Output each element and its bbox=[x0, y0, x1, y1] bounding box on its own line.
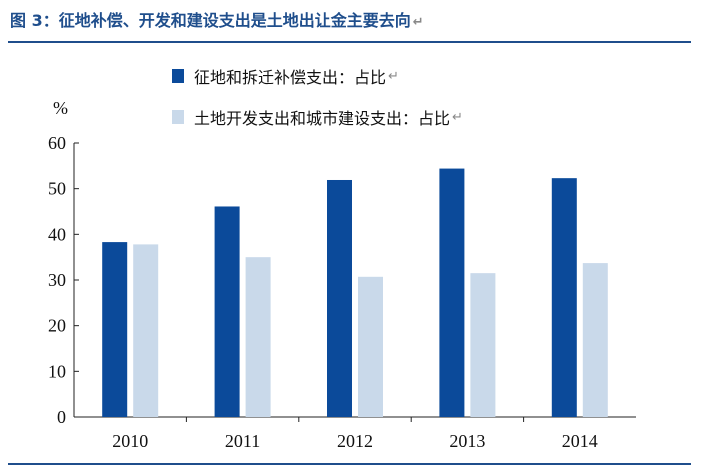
x-tick-label: 2011 bbox=[225, 431, 260, 451]
legend-swatch-series-2 bbox=[172, 110, 184, 124]
x-tick-label: 2010 bbox=[112, 431, 148, 451]
legend-label-series-2: 土地开发支出和城市建设支出：占比 bbox=[194, 109, 451, 128]
title-rule bbox=[8, 41, 691, 43]
y-axis-unit-label: % bbox=[53, 98, 68, 118]
x-tick-label: 2014 bbox=[562, 431, 598, 451]
bar-series-2 bbox=[582, 263, 608, 417]
bars bbox=[102, 168, 608, 417]
bar-series-2 bbox=[358, 276, 383, 417]
legend-item-series-2: 土地开发支出和城市建设支出：占比 ↵ bbox=[172, 105, 463, 129]
y-tick-label: 50 bbox=[48, 179, 66, 199]
bottom-rule bbox=[8, 463, 691, 465]
bar-series-2 bbox=[245, 257, 271, 417]
x-tick-label: 2013 bbox=[449, 431, 485, 451]
bar-series-1 bbox=[551, 178, 577, 417]
axes bbox=[73, 142, 636, 422]
bar-series-1 bbox=[327, 179, 352, 417]
legend-item-series-1: 征地和拆迁补偿支出：占比 ↵ bbox=[172, 64, 399, 88]
bar-series-2 bbox=[133, 244, 159, 417]
legend-swatch-series-1 bbox=[172, 69, 184, 83]
bar-series-1 bbox=[102, 242, 128, 417]
chart-title-text: 图 3：征地补偿、开发和建设支出是土地出让金主要去向 bbox=[10, 11, 411, 30]
x-tick-label: 2012 bbox=[337, 431, 373, 451]
bar-series-1 bbox=[214, 206, 240, 417]
y-tick-label: 40 bbox=[48, 224, 66, 244]
bar-series-1 bbox=[439, 168, 465, 417]
y-tick-label: 30 bbox=[48, 270, 66, 290]
y-tick-label: 0 bbox=[57, 407, 66, 427]
return-mark-icon: ↵ bbox=[412, 15, 424, 30]
y-tick-label: 60 bbox=[48, 133, 66, 153]
chart-title: 图 3：征地补偿、开发和建设支出是土地出让金主要去向 ↵ bbox=[10, 6, 424, 36]
return-mark-icon: ↵ bbox=[452, 109, 463, 125]
bar-series-2 bbox=[470, 273, 496, 417]
axis-labels: 0 10 20 30 40 50 60 2010 2011 2012 2013 2014 bbox=[48, 133, 598, 451]
y-tick-label: 10 bbox=[48, 361, 66, 381]
y-tick-label: 20 bbox=[48, 316, 66, 336]
legend-label-series-1: 征地和拆迁补偿支出：占比 bbox=[194, 68, 387, 87]
return-mark-icon: ↵ bbox=[388, 68, 399, 84]
